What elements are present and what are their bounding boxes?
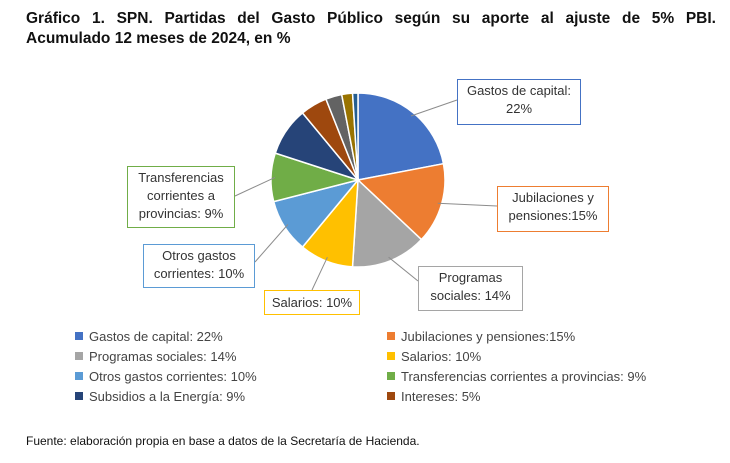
legend-label: Programas sociales: 14% (89, 348, 237, 364)
legend-swatch (387, 392, 395, 400)
leader-line (311, 256, 328, 291)
legend-label: Jubilaciones y pensiones:15% (401, 328, 576, 344)
callout-line: sociales: 14% (430, 288, 511, 303)
callout-transferencias: Transferencias corrientes a provincias: … (127, 166, 235, 228)
legend-item: Jubilaciones y pensiones:15% (387, 327, 687, 345)
legend-label: Transferencias corrientes a provincias: … (401, 368, 647, 384)
callout-line: Otros gastos (162, 248, 236, 263)
callout-line: Programas (438, 270, 503, 285)
legend-label: Subsidios a la Energía: 9% (89, 388, 246, 404)
chart-legend: Gastos de capital: 22% Jubilaciones y pe… (75, 327, 695, 405)
callout-salarios: Salarios: 10% (264, 290, 360, 315)
chart-title-line-2: Acumulado 12 meses de 2024, en % (26, 30, 291, 47)
callout-jubilaciones: Jubilaciones y pensiones:15% (497, 186, 609, 232)
leader-line (437, 202, 498, 207)
pie-slice-programas-sociales (351, 178, 423, 268)
callout-line: corrientes: 10% (153, 266, 245, 281)
legend-label: Otros gastos corrientes: 10% (89, 368, 257, 384)
chart-title-line-1: Gráfico 1. SPN. Partidas del Gasto Públi… (26, 10, 716, 27)
legend-swatch (75, 392, 83, 400)
callout-line: Jubilaciones y (512, 190, 594, 205)
legend-item: Gastos de capital: 22% (75, 327, 387, 345)
legend-swatch (387, 332, 395, 340)
legend-swatch (387, 372, 395, 380)
legend-swatch (387, 352, 395, 360)
legend-item: Subsidios a la Energía: 9% (75, 387, 387, 405)
callout-leader-lines (234, 99, 498, 291)
legend-swatch (75, 352, 83, 360)
legend-item: Salarios: 10% (387, 347, 687, 365)
legend-label: Intereses: 5% (401, 388, 481, 404)
legend-label: Salarios: 10% (401, 348, 482, 364)
callout-line: corrientes a (147, 188, 215, 203)
pie-slice-gastos-de-capital (357, 92, 445, 181)
callout-line: 22% (505, 101, 533, 116)
pie-slice-other-10 (351, 92, 359, 181)
leader-line (410, 99, 458, 117)
callout-line: Salarios: 10% (271, 295, 353, 310)
legend-item: Otros gastos corrientes: 10% (75, 367, 387, 385)
callout-line: Gastos de capital: (466, 83, 572, 98)
legend-item: Programas sociales: 14% (75, 347, 387, 365)
callout-gastos-de-capital: Gastos de capital: 22% (457, 79, 581, 125)
legend-swatch (75, 332, 83, 340)
leader-line (388, 256, 419, 282)
pie-slices (270, 92, 446, 268)
pie-slice-jubilaciones-y-pensiones (356, 162, 446, 241)
callout-line: provincias: 9% (138, 206, 224, 221)
leader-line (254, 224, 289, 263)
callout-line: Transferencias (138, 170, 224, 185)
callout-otros-gastos: Otros gastos corrientes: 10% (143, 244, 255, 288)
legend-item: Transferencias corrientes a provincias: … (387, 367, 687, 385)
chart-title: Gráfico 1. SPN. Partidas del Gasto Públi… (26, 9, 716, 49)
callout-line: pensiones:15% (508, 208, 598, 223)
source-note: Fuente: elaboración propia en base a dat… (26, 434, 420, 448)
callout-programas-sociales: Programas sociales: 14% (418, 266, 523, 311)
legend-swatch (75, 372, 83, 380)
legend-item: Intereses: 5% (387, 387, 687, 405)
legend-label: Gastos de capital: 22% (89, 328, 223, 344)
leader-line (234, 176, 276, 197)
